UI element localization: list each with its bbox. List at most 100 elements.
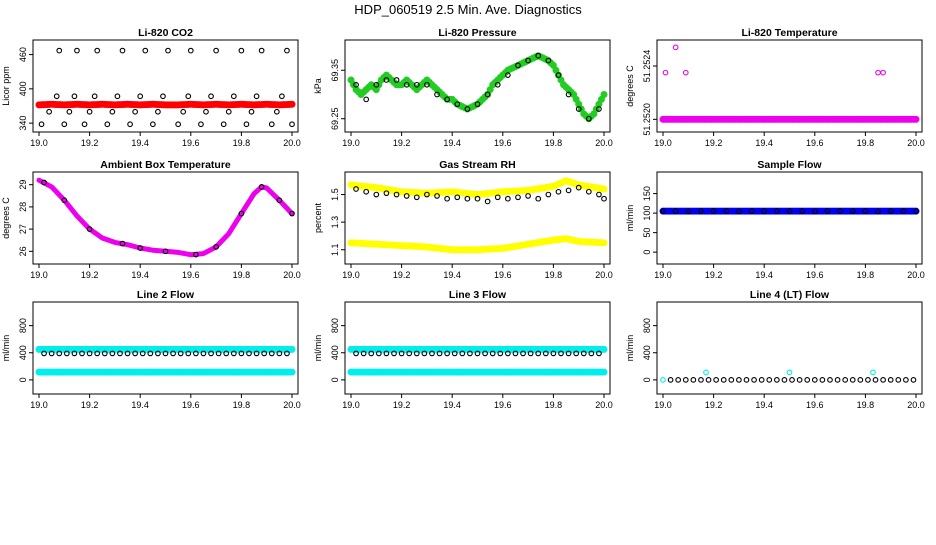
data-point	[288, 100, 296, 108]
data-point	[824, 208, 831, 215]
data-point	[246, 350, 252, 357]
x-tick-label: 20.0	[595, 138, 613, 148]
data-point	[494, 194, 501, 201]
chart-title: Ambient Box Temperature	[100, 159, 231, 171]
y-tick-label: 28	[18, 202, 28, 212]
y-tick-label: 400	[18, 345, 28, 360]
data-point	[660, 208, 666, 215]
data-point	[127, 121, 133, 128]
data-point	[474, 101, 481, 108]
data-point	[368, 350, 375, 357]
data-point	[660, 377, 666, 383]
x-tick-label: 19.4	[755, 400, 773, 410]
plot-area	[659, 44, 920, 123]
data-point	[773, 377, 780, 383]
chart-panel-7: Line 2 Flow 19.0 19.2 19.4 19.6 19.8 20.0 0 400 8…	[1, 289, 301, 410]
x-tick-label: 19.8	[233, 138, 251, 148]
data-point	[573, 350, 580, 357]
data-point	[413, 194, 420, 201]
y-tick-label: 0	[642, 377, 652, 382]
y-tick-label: 400	[18, 81, 28, 96]
data-point	[71, 93, 78, 100]
x-tick-label: 19.0	[654, 270, 672, 280]
x-tick-label: 19.4	[443, 400, 461, 410]
data-point	[238, 350, 245, 357]
data-point	[177, 350, 184, 357]
y-tick-label: 0	[18, 377, 28, 382]
data-point	[464, 106, 471, 112]
data-point	[203, 108, 209, 115]
x-tick-label: 19.0	[342, 138, 360, 148]
chart-title: Line 2 Flow	[137, 289, 195, 301]
data-point	[63, 350, 70, 357]
x-tick-label: 19.0	[342, 400, 360, 410]
data-point	[289, 121, 295, 128]
x-tick-label: 20.0	[283, 138, 301, 148]
plot-area	[347, 345, 608, 376]
data-point	[41, 179, 47, 186]
data-point	[662, 69, 669, 76]
data-point	[273, 108, 280, 115]
data-point	[494, 81, 501, 88]
x-tick-label: 19.2	[705, 138, 723, 148]
data-point	[505, 195, 511, 202]
data-point	[535, 195, 542, 202]
data-point	[215, 350, 222, 357]
data-point	[786, 369, 793, 376]
data-point	[175, 121, 181, 128]
x-tick-label: 19.0	[30, 400, 48, 410]
data-point	[545, 57, 552, 64]
y-tick-label: 0	[330, 377, 340, 382]
y-axis-label: kPa	[313, 78, 323, 94]
data-point	[230, 350, 237, 357]
data-point	[580, 350, 587, 357]
data-point	[505, 72, 511, 78]
data-point	[535, 52, 542, 59]
data-point	[162, 248, 169, 255]
data-point	[289, 210, 295, 217]
data-point	[467, 350, 473, 357]
plot-frame	[344, 171, 611, 265]
y-tick-label: 800	[18, 318, 28, 333]
chart-panel-6: Sample Flow 19.0 19.2 19.4 19.6 19.8 20.0 0 50 10…	[625, 159, 925, 280]
data-point	[862, 208, 869, 215]
data-point	[512, 350, 519, 357]
x-tick-label: 19.4	[443, 138, 461, 148]
chart-title: Li-820 Temperature	[741, 27, 837, 39]
data-point	[685, 208, 692, 215]
data-point	[596, 350, 602, 357]
data-point	[403, 193, 410, 199]
y-tick-label: 400	[330, 345, 340, 360]
data-point	[94, 47, 101, 54]
data-point	[276, 197, 283, 204]
data-point	[139, 350, 146, 357]
data-point	[912, 115, 920, 123]
data-point	[353, 186, 359, 192]
data-point	[454, 194, 461, 201]
data-point	[550, 350, 557, 357]
plot-frame	[656, 171, 923, 265]
data-point	[525, 193, 531, 199]
data-point	[786, 208, 793, 215]
data-point	[383, 190, 390, 197]
data-point	[403, 81, 410, 88]
data-point	[198, 121, 204, 128]
data-point	[600, 90, 608, 98]
y-tick-label: 800	[330, 318, 340, 333]
chart-panel-5: Gas Stream RH 19.0 19.2 19.4 19.6 19.8 20.0 1.1…	[313, 159, 613, 280]
y-axis-label: Licor ppm	[1, 66, 11, 106]
x-tick-label: 19.8	[857, 400, 875, 410]
data-point	[710, 208, 717, 215]
x-tick-label: 20.0	[283, 270, 301, 280]
data-point	[117, 350, 123, 357]
x-tick-label: 19.4	[755, 138, 773, 148]
data-point	[535, 350, 542, 357]
data-point	[444, 96, 450, 103]
data-point	[743, 377, 750, 383]
data-point	[208, 350, 214, 357]
data-point	[880, 69, 886, 76]
plot-area	[347, 177, 608, 254]
chart-panel-8: Line 3 Flow 19.0 19.2 19.4 19.6 19.8 20.0 0 400 8…	[313, 289, 613, 410]
data-point	[119, 47, 126, 54]
